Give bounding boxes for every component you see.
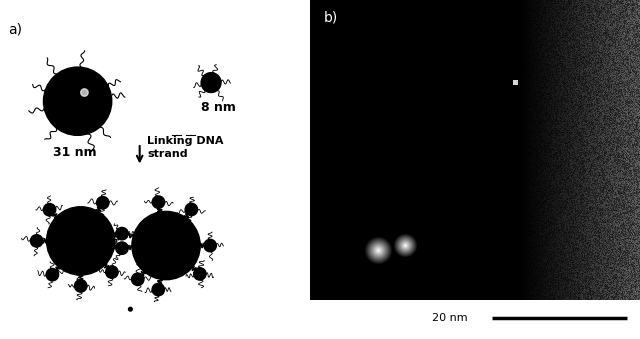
Circle shape	[116, 242, 128, 254]
Circle shape	[152, 283, 164, 296]
Circle shape	[129, 307, 132, 311]
Circle shape	[44, 67, 112, 135]
Text: a): a)	[8, 22, 22, 36]
Circle shape	[116, 227, 128, 240]
Text: Linking DNA
strand: Linking DNA strand	[147, 136, 224, 159]
Text: 8 nm: 8 nm	[202, 101, 236, 114]
FancyBboxPatch shape	[310, 300, 640, 339]
Circle shape	[74, 280, 87, 292]
Circle shape	[194, 268, 206, 280]
Circle shape	[152, 196, 164, 208]
Circle shape	[31, 235, 43, 247]
Circle shape	[106, 266, 118, 278]
Circle shape	[132, 273, 144, 285]
Text: 20 nm: 20 nm	[433, 313, 468, 323]
Circle shape	[81, 89, 88, 96]
Text: 31 nm: 31 nm	[52, 146, 96, 159]
Circle shape	[46, 268, 59, 281]
Circle shape	[97, 197, 109, 209]
Circle shape	[201, 73, 221, 93]
Circle shape	[47, 207, 115, 275]
Circle shape	[132, 212, 200, 280]
Circle shape	[44, 203, 56, 216]
Text: b): b)	[324, 10, 338, 24]
Circle shape	[185, 203, 198, 216]
Circle shape	[204, 239, 216, 252]
